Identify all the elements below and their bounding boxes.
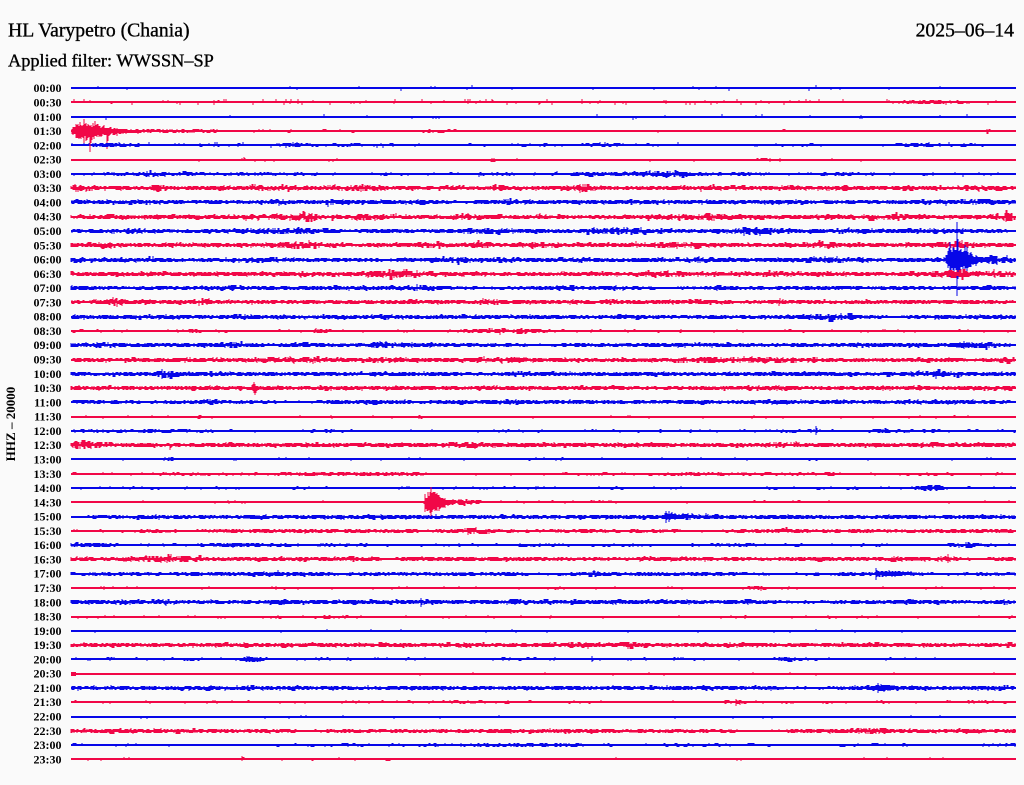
svg-text:08:00: 08:00 [34, 310, 62, 324]
svg-text:14:30: 14:30 [34, 495, 62, 509]
svg-text:12:30: 12:30 [34, 438, 62, 452]
svg-text:12:00: 12:00 [34, 424, 62, 438]
svg-text:HHZ – 20000: HHZ – 20000 [3, 387, 18, 461]
svg-text:21:00: 21:00 [34, 681, 62, 695]
svg-text:23:30: 23:30 [34, 752, 62, 766]
svg-text:18:00: 18:00 [34, 595, 62, 609]
svg-text:05:00: 05:00 [34, 224, 62, 238]
svg-text:2025–06–14: 2025–06–14 [916, 20, 1015, 42]
svg-text:02:00: 02:00 [34, 138, 62, 152]
svg-text:20:30: 20:30 [34, 667, 62, 681]
svg-text:11:30: 11:30 [34, 410, 61, 424]
svg-text:06:30: 06:30 [34, 267, 62, 281]
svg-text:09:00: 09:00 [34, 338, 62, 352]
svg-text:00:00: 00:00 [34, 81, 62, 95]
svg-text:00:30: 00:30 [34, 96, 62, 110]
svg-text:20:00: 20:00 [34, 652, 62, 666]
svg-text:21:30: 21:30 [34, 695, 62, 709]
svg-text:16:30: 16:30 [34, 552, 62, 566]
svg-text:19:30: 19:30 [34, 638, 62, 652]
svg-text:14:00: 14:00 [34, 481, 62, 495]
svg-text:HL Varypetro (Chania): HL Varypetro (Chania) [8, 20, 190, 42]
svg-text:13:30: 13:30 [34, 467, 62, 481]
svg-text:19:00: 19:00 [34, 624, 62, 638]
svg-text:11:00: 11:00 [34, 395, 61, 409]
svg-text:08:30: 08:30 [34, 324, 62, 338]
svg-text:17:00: 17:00 [34, 567, 62, 581]
svg-text:05:30: 05:30 [34, 238, 62, 252]
svg-text:03:30: 03:30 [34, 181, 62, 195]
svg-text:18:30: 18:30 [34, 610, 62, 624]
svg-text:04:00: 04:00 [34, 195, 62, 209]
svg-text:13:00: 13:00 [34, 453, 62, 467]
svg-text:22:30: 22:30 [34, 724, 62, 738]
svg-text:17:30: 17:30 [34, 581, 62, 595]
svg-text:01:00: 01:00 [34, 110, 62, 124]
svg-text:15:00: 15:00 [34, 510, 62, 524]
svg-text:23:00: 23:00 [34, 738, 62, 752]
svg-text:03:00: 03:00 [34, 167, 62, 181]
svg-text:07:30: 07:30 [34, 295, 62, 309]
svg-text:06:00: 06:00 [34, 253, 62, 267]
svg-text:Applied filter: WWSSN–SP: Applied filter: WWSSN–SP [8, 51, 214, 71]
svg-text:15:30: 15:30 [34, 524, 62, 538]
svg-text:02:30: 02:30 [34, 153, 62, 167]
svg-text:10:30: 10:30 [34, 381, 62, 395]
svg-text:16:00: 16:00 [34, 538, 62, 552]
svg-text:01:30: 01:30 [34, 124, 62, 138]
svg-text:10:00: 10:00 [34, 367, 62, 381]
svg-text:09:30: 09:30 [34, 353, 62, 367]
svg-text:22:00: 22:00 [34, 710, 62, 724]
svg-text:04:30: 04:30 [34, 210, 62, 224]
svg-text:07:00: 07:00 [34, 281, 62, 295]
